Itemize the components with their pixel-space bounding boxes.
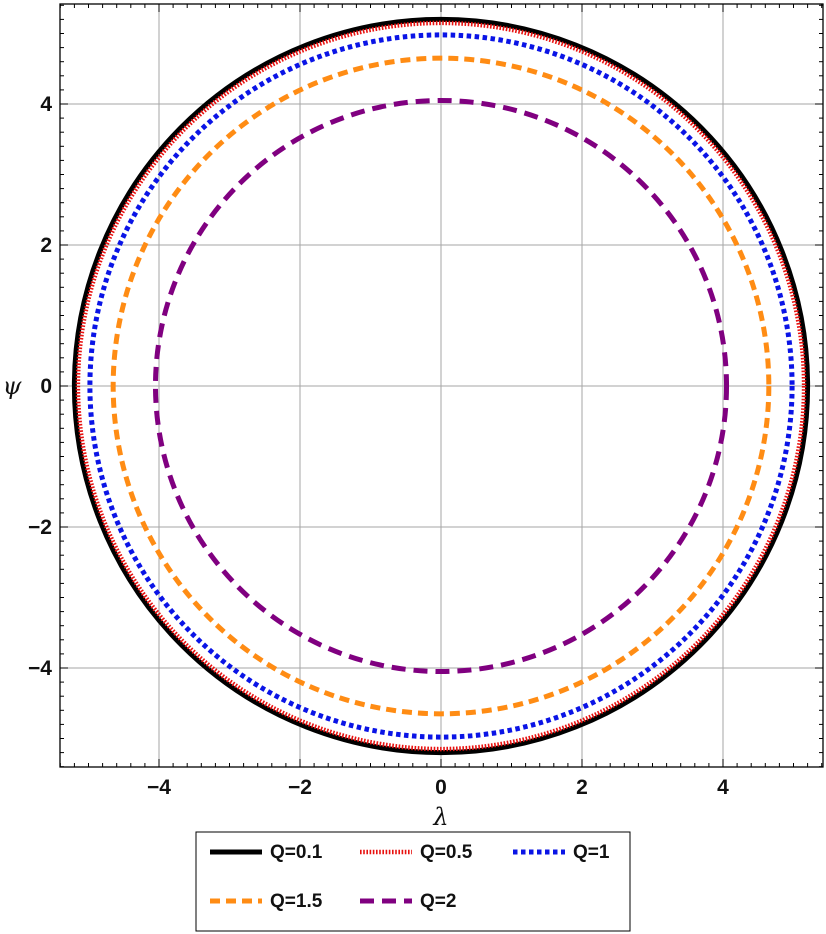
curves	[71, 16, 811, 756]
legend: Q=0.1 Q=0.5 Q=1 Q=1.5 Q=2	[195, 831, 631, 932]
series-curve-q-0-5	[75, 20, 807, 752]
x-tick-label: −2	[288, 776, 312, 799]
y-tick-label: 4	[40, 93, 52, 116]
x-tick-label: 0	[435, 776, 447, 799]
series-curve-q-1	[87, 32, 795, 740]
y-tick-label: 0	[40, 375, 52, 398]
tick-labels: −4 −2 0 2 4 −4 −2 0 2 4	[28, 93, 729, 799]
x-axis-label: λ	[432, 803, 448, 831]
y-tick-label: −4	[28, 657, 52, 680]
series-curve-q-1-5	[110, 55, 772, 717]
legend-label: Q=0.1	[270, 842, 323, 863]
series-curve-q-2	[152, 97, 730, 675]
y-tick-label: −2	[28, 516, 52, 539]
legend-label: Q=2	[420, 891, 456, 912]
minor-ticks	[59, 4, 823, 768]
x-tick-label: −4	[147, 776, 171, 799]
grid	[60, 4, 823, 767]
y-axis-label: ψ	[3, 372, 23, 400]
legend-label: Q=1	[573, 842, 610, 863]
legend-label: Q=0.5	[420, 842, 473, 863]
x-tick-label: 2	[576, 776, 588, 799]
x-tick-label: 4	[717, 776, 729, 799]
legend-label: Q=1.5	[270, 891, 323, 912]
y-tick-label: 2	[40, 234, 52, 257]
series-curve-q-0-1	[71, 16, 811, 756]
legend-box	[195, 831, 631, 932]
